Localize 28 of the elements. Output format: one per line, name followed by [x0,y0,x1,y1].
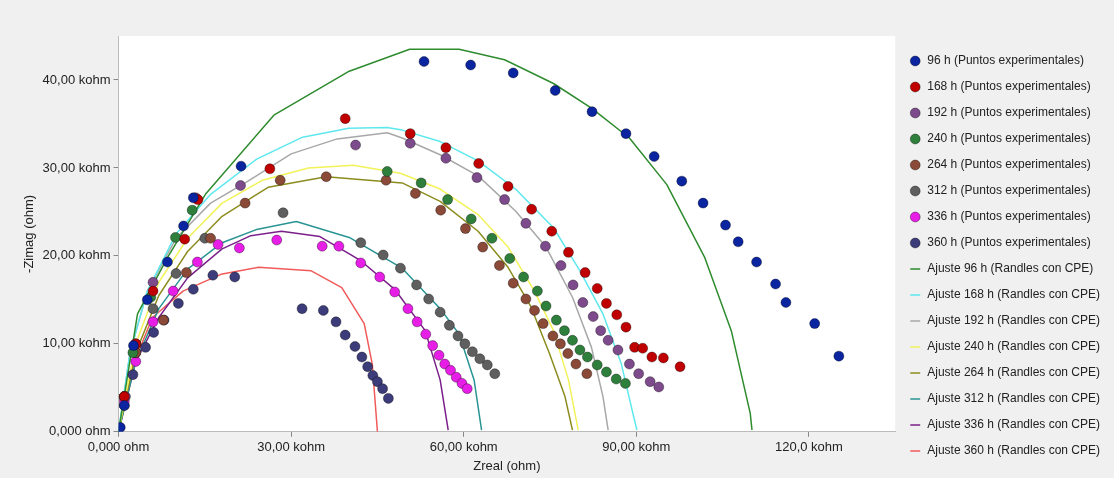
y-tick-label: 10,00 kohm [42,335,111,351]
legend-label: Ajuste 312 h (Randles con CPE) [927,391,1101,406]
x-tick-label: 90,00 kohm [602,439,671,455]
y-tick-label: 0,000 ohm [49,423,111,439]
legend-label: Ajuste 192 h (Randles con CPE) [927,313,1101,328]
legend-label: 312 h (Puntos experimentales) [927,183,1091,198]
y-tick-label: 20,00 kohm [42,247,111,263]
x-tick-label: 60,00 kohm [429,439,498,455]
legend-label: Ajuste 240 h (Randles con CPE) [927,339,1101,354]
legend-label: 192 h (Puntos experimentales) [927,105,1091,120]
legend-label: 168 h (Puntos experimentales) [927,79,1091,94]
x-tick-label: 30,00 kohm [257,439,326,455]
legend-label: 240 h (Puntos experimentales) [927,131,1091,146]
legend-label: 360 h (Puntos experimentales) [927,235,1091,250]
y-tick-label: 30,00 kohm [42,159,111,175]
legend-label: 264 h (Puntos experimentales) [927,157,1091,172]
legend-label: Ajuste 168 h (Randles con CPE) [927,287,1101,302]
legend-label: 336 h (Puntos experimentales) [927,209,1091,224]
x-tick-label: 120,0 kohm [774,439,843,455]
y-tick-label: 40,00 kohm [42,71,111,87]
legend-label: Ajuste 336 h (Randles con CPE) [927,417,1101,432]
legend-label: Ajuste 264 h (Randles con CPE) [927,365,1101,380]
legend-label: 96 h (Puntos experimentales) [927,53,1084,68]
legend-label: Ajuste 360 h (Randles con CPE) [927,443,1101,458]
x-axis-title: Zreal (ohm) [473,457,541,473]
x-tick-label: 0,000 ohm [87,439,150,455]
legend-label: Ajuste 96 h (Randles con CPE) [927,261,1094,276]
y-axis-title: -Zimag (ohm) [21,194,37,273]
